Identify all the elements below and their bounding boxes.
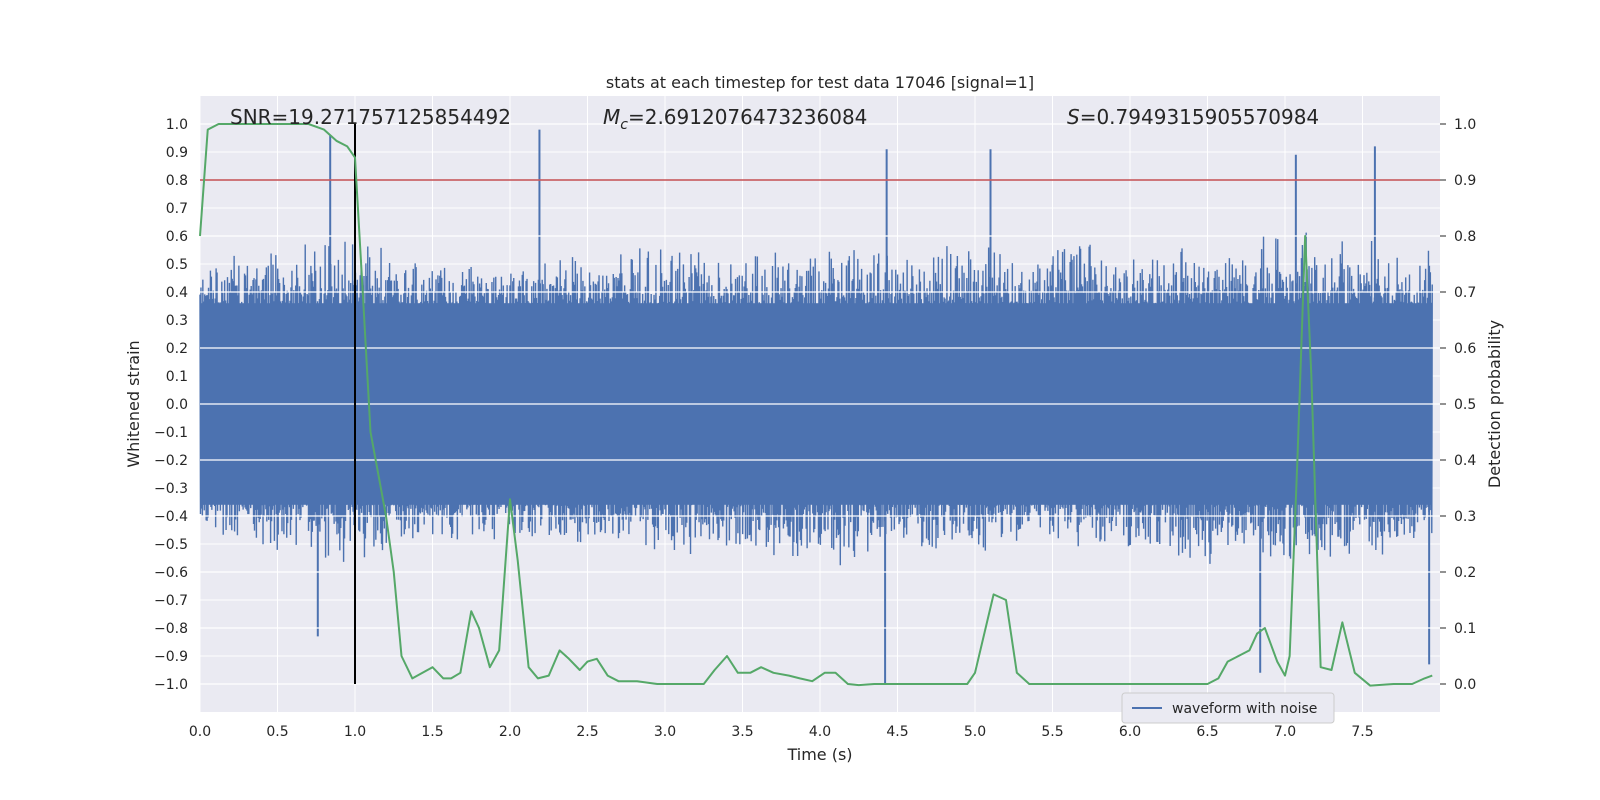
y2-tick-label: 0.8	[1454, 229, 1476, 245]
y-tick-label: 0.9	[166, 145, 188, 161]
x-tick-label: 1.5	[421, 724, 443, 740]
x-tick-label: 4.0	[809, 724, 831, 740]
x-tick-label: 5.5	[1041, 724, 1063, 740]
y-tick-label: 0.8	[166, 173, 188, 189]
y-tick-label: −0.8	[154, 621, 188, 637]
y2-tick-label: 0.1	[1454, 621, 1476, 637]
legend-label: waveform with noise	[1172, 701, 1317, 717]
y-tick-labels: 1.0 0.9 0.8 0.7 0.6 0.5 0.4 0.3 0.2 0.1 0.0 −0.1 −0.…	[154, 117, 188, 693]
y2-tick-label: 0.5	[1454, 397, 1476, 413]
y-tick-label: 0.4	[166, 285, 188, 301]
y2-tick-labels: 1.0 0.9 0.8 0.7 0.6 0.5 0.4 0.3 0.2 0.1 0.0	[1440, 117, 1476, 693]
chirp-mass-annotation: Mc=2.6912076473236084	[603, 105, 867, 133]
y2-tick-label: 1.0	[1454, 117, 1476, 133]
x-tick-label: 6.5	[1196, 724, 1218, 740]
y-tick-label: 0.6	[166, 229, 188, 245]
snr-annotation: SNR=19.271757125854492	[230, 105, 511, 129]
y-tick-label: 0.5	[166, 257, 188, 273]
x-tick-labels: 0.0 0.5 1.0 1.5 2.0 2.5 3.0 3.5 4.0 4.5 5.0 5.5 6.0 6…	[189, 724, 1374, 740]
x-tick-label: 3.5	[731, 724, 753, 740]
y-tick-label: −0.1	[154, 425, 188, 441]
y-tick-label: −0.2	[154, 453, 188, 469]
x-tick-label: 2.5	[576, 724, 598, 740]
probability-line	[199, 123, 1433, 687]
x-tick-label: 0.5	[266, 724, 288, 740]
s-symbol: S	[1067, 105, 1080, 129]
y-tick-label: −0.6	[154, 565, 188, 581]
y-tick-label: −0.5	[154, 537, 188, 553]
y2-tick-label: 0.6	[1454, 341, 1476, 357]
y-tick-label: 0.3	[166, 313, 188, 329]
y-tick-label: −0.4	[154, 509, 188, 525]
x-tick-label: 4.5	[886, 724, 908, 740]
x-axis-label: Time (s)	[786, 745, 852, 764]
y2-tick-label: 0.4	[1454, 453, 1476, 469]
x-tick-label: 5.0	[964, 724, 986, 740]
y2-tick-label: 0.3	[1454, 509, 1476, 525]
chart-title: stats at each timestep for test data 170…	[606, 73, 1034, 92]
x-tick-label: 7.5	[1351, 724, 1373, 740]
chirp-mass-subscript: c	[620, 117, 628, 133]
y-tick-label: −0.9	[154, 649, 188, 665]
x-tick-label: 2.0	[499, 724, 521, 740]
y2-axis-label: Detection probability	[1485, 320, 1504, 488]
y-tick-label: 0.7	[166, 201, 188, 217]
y-tick-label: 0.2	[166, 341, 188, 357]
y-tick-label: −1.0	[154, 677, 188, 693]
probability-series	[199, 123, 1433, 687]
y-tick-label: 0.0	[166, 397, 188, 413]
s-value: =0.7949315905570984	[1080, 105, 1319, 129]
y2-tick-label: 0.7	[1454, 285, 1476, 301]
y-tick-label: −0.7	[154, 593, 188, 609]
x-tick-label: 3.0	[654, 724, 676, 740]
y-tick-label: −0.3	[154, 481, 188, 497]
y2-tick-label: 0.9	[1454, 173, 1476, 189]
x-tick-label: 1.0	[344, 724, 366, 740]
legend-box	[1121, 692, 1335, 724]
x-tick-label: 0.0	[189, 724, 211, 740]
chirp-mass-value: =2.6912076473236084	[628, 105, 867, 129]
legend: waveform with noise	[1121, 692, 1335, 724]
x-tick-label: 6.0	[1119, 724, 1141, 740]
y-tick-label: 0.1	[166, 369, 188, 385]
y-axis-label: Whitened strain	[124, 340, 143, 467]
x-tick-label: 7.0	[1274, 724, 1296, 740]
s-annotation: S=0.7949315905570984	[1067, 105, 1319, 129]
y2-tick-label: 0.0	[1454, 677, 1476, 693]
chirp-mass-symbol: M	[603, 105, 620, 129]
y2-tick-label: 0.2	[1454, 565, 1476, 581]
y-tick-label: 1.0	[166, 117, 188, 133]
